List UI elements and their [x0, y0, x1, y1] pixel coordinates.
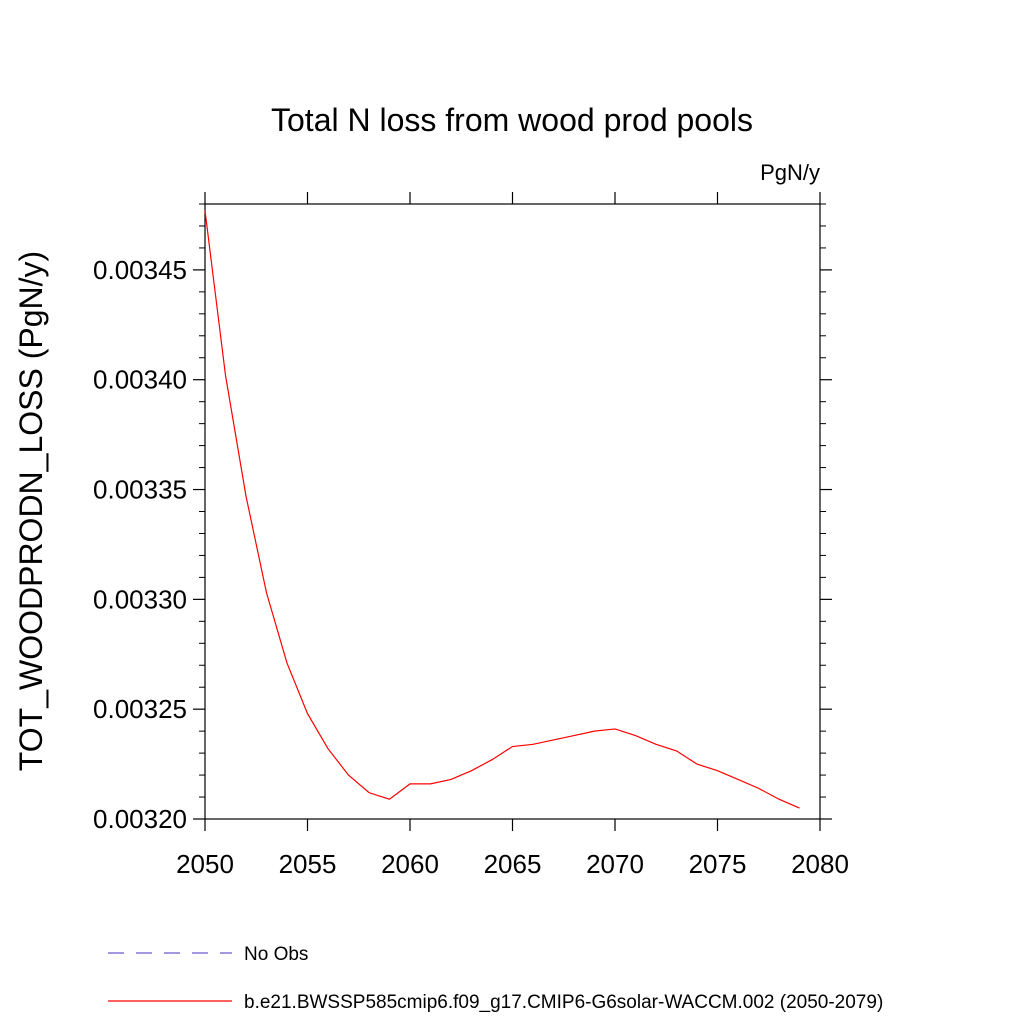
y-tick-label: 0.00330 — [93, 584, 187, 614]
x-axis-ticks — [204, 192, 821, 831]
legend-label: b.e21.BWSSP585cmip6.f09_g17.CMIP6-G6sola… — [244, 992, 883, 1013]
x-tick-label: 2075 — [689, 849, 747, 879]
data-series — [204, 210, 800, 809]
legend-label: No Obs — [244, 944, 308, 965]
plot-frame — [204, 203, 821, 820]
y-tick-label: 0.00340 — [93, 365, 187, 395]
units-label: PgN/y — [760, 160, 820, 185]
y-tick-label: 0.00335 — [93, 475, 187, 505]
x-axis-tick-labels: 2050 2055 2060 2065 2070 2075 2080 — [176, 849, 849, 879]
x-tick-label: 2065 — [484, 849, 542, 879]
legend: No Obs b.e21.BWSSP585cmip6.f09_g17.CMIP6-… — [108, 944, 883, 1013]
chart-title: Total N loss from wood prod pools — [271, 102, 753, 138]
x-tick-label: 2070 — [586, 849, 644, 879]
x-tick-label: 2080 — [791, 849, 849, 879]
x-tick-label: 2060 — [381, 849, 439, 879]
series-line — [204, 210, 800, 809]
y-axis-ticks — [193, 203, 832, 820]
x-tick-label: 2050 — [176, 849, 234, 879]
y-tick-label: 0.00325 — [93, 694, 187, 724]
y-axis-label: TOT_WOODPRODN_LOSS (PgN/y) — [13, 251, 49, 771]
y-tick-label: 0.00345 — [93, 255, 187, 285]
y-tick-label: 0.00320 — [93, 804, 187, 834]
y-axis-tick-labels: 0.00320 0.00325 0.00330 0.00335 0.00340 0.003… — [93, 255, 187, 834]
x-tick-label: 2055 — [279, 849, 337, 879]
